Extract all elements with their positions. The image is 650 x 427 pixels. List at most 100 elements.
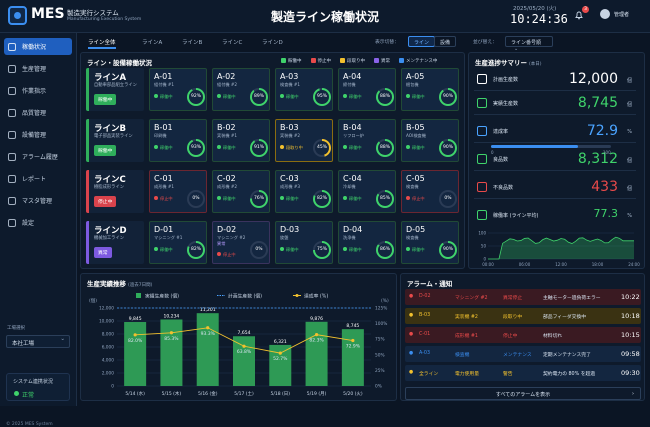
machine-card[interactable]: A-04 締付機 稼働中 88% xyxy=(338,68,396,111)
user-name[interactable]: 管理者 xyxy=(614,12,630,18)
sidebar-item-6[interactable]: アラーム履歴 xyxy=(4,148,72,165)
y-tick-label: 10,000 xyxy=(99,319,114,325)
x-tick-label: 5/17 (土) xyxy=(234,390,254,397)
line-card[interactable]: ラインB 電子部品実装ライン 稼働中 xyxy=(86,119,144,162)
sort-value: ライン番号順 xyxy=(511,40,542,46)
gear-icon xyxy=(8,130,16,139)
bell-icon xyxy=(8,152,16,161)
sidebar-item-9[interactable]: 設定 xyxy=(4,214,72,231)
thumbs-up-icon xyxy=(477,154,487,164)
sidebar-item-1[interactable]: 稼働状況 xyxy=(4,38,72,55)
machine-status: 稼働中 xyxy=(406,145,425,151)
machine-name: 印刷機 xyxy=(154,133,167,138)
machine-card[interactable]: A-02 組付機 #2 稼働中 89% xyxy=(212,68,270,111)
bar-value-label: 10,234 xyxy=(164,313,180,319)
sidebar-item-8[interactable]: マスタ管理 xyxy=(4,192,72,209)
machine-card[interactable]: D-01 マシニング #1 稼働中 82% xyxy=(149,221,207,264)
machine-id: D-04 xyxy=(343,225,363,234)
mini-y-tick: 100 xyxy=(478,231,486,236)
view-all-alarms-button[interactable]: すべてのアラームを表示 › xyxy=(405,387,641,400)
page-title: 製造ライン稼働状況 xyxy=(270,10,379,24)
machine-card[interactable]: C-03 成形機 #3 稼働中 82% xyxy=(275,170,333,213)
alert-icon: ● xyxy=(409,370,414,375)
monitor-icon xyxy=(8,42,16,51)
rate-label: 72.9% xyxy=(346,344,361,350)
alarm-machine-id: B-03 xyxy=(419,313,431,318)
machine-name: 検査機 xyxy=(406,235,419,240)
tab-2[interactable]: ラインA xyxy=(142,40,163,46)
rate-label: 52.7% xyxy=(273,356,288,362)
machine-card[interactable]: B-01 印刷機 稼働中 93% xyxy=(149,119,207,162)
display-line-button[interactable]: ライン xyxy=(408,36,436,47)
sidebar-item-5[interactable]: 設備管理 xyxy=(4,126,72,143)
machine-card[interactable]: C-01 成形機 #1 停止中 0% xyxy=(149,170,207,213)
machine-id: A-05 xyxy=(406,72,425,81)
tab-1[interactable]: ライン全体 xyxy=(88,35,116,49)
machine-name: AOI検査機 xyxy=(406,133,426,138)
summary-label: 不良品数 xyxy=(493,185,514,191)
calendar-icon xyxy=(477,74,487,84)
sidebar-item-7[interactable]: レポート xyxy=(4,170,72,187)
alarm-row[interactable]: ● C-01 成形機 #1 停止中 材料切れ 10:15 xyxy=(405,327,641,343)
machine-id: A-02 xyxy=(217,72,236,81)
tab-4[interactable]: ラインC xyxy=(222,40,243,46)
sidebar-item-3[interactable]: 作業指示 xyxy=(4,82,72,99)
display-equipment-button[interactable]: 設備 xyxy=(434,36,457,47)
utilization-value: 0% xyxy=(252,243,266,257)
machine-card[interactable]: D-03 旋盤 稼働中 75% xyxy=(275,221,333,264)
sidebar-item-2[interactable]: 生産管理 xyxy=(4,60,72,77)
machine-name: 洗浄機 xyxy=(343,235,356,240)
alarm-title: アラーム・通知 xyxy=(407,280,453,288)
factory-select[interactable]: 本社工場 xyxy=(6,335,70,348)
production-trend-chart: 実績生産数 (個) 計画生産数 (個) 達成率 (%) (個) (%) 0 2,000 4,0… xyxy=(89,293,389,398)
y-tick-label: 0 xyxy=(111,384,114,390)
alarm-row[interactable]: ● A-03 検査機 メンテナンス 定期メンテナンス完了 09:58 xyxy=(405,346,641,362)
machine-card[interactable]: A-03 検査機 #1 稼働中 95% xyxy=(275,68,333,111)
machine-name: 検査機 xyxy=(406,184,419,189)
summary-panel: 生産進捗サマリー (本日) 計画生産数 12,000 個実績生産数 8,745 個達成率 7… xyxy=(468,52,645,269)
line-card[interactable]: ラインA 自動車部品組立ライン 稼働中 xyxy=(86,68,144,111)
sidebar-item-4[interactable]: 品質管理 xyxy=(4,104,72,121)
machine-card[interactable]: B-02 実装機 #1 稼働中 91% xyxy=(212,119,270,162)
summary-row: 達成率 72.9% xyxy=(474,120,636,143)
avatar[interactable] xyxy=(600,9,610,19)
machine-card[interactable]: D-02 マシニング #2 異常 停止中 0% xyxy=(212,221,270,264)
alarm-row[interactable]: ● D-02 マシニング #2 異常停止 主軸モーター過負荷エラー 10:22 xyxy=(405,289,641,305)
utilization-ring: 0% xyxy=(439,190,457,208)
machine-card[interactable]: C-05 検査機 停止中 0% xyxy=(401,170,459,213)
alarm-row[interactable]: ● 全ライン 電力使用量 警告 契約電力の 80% を超過 09:30 xyxy=(405,365,641,381)
utilization-value: 88% xyxy=(378,141,392,155)
machine-card[interactable]: B-03 実装機 #2 段取り中 45% xyxy=(275,119,333,162)
tab-5[interactable]: ラインD xyxy=(262,40,283,46)
machine-card[interactable]: A-05 梱包機 稼働中 90% xyxy=(401,68,459,111)
toolbar: ライン全体 ラインA ラインB ラインC ラインD 表示切替： ライン 設備 並び替え：… xyxy=(80,35,645,52)
machine-card[interactable]: B-05 AOI検査機 稼働中 90% xyxy=(401,119,459,162)
alarm-row[interactable]: ● B-03 実装機 #2 段取り中 部品フィーダ交換中 10:18 xyxy=(405,308,641,324)
summary-row: 計画生産数 12,000 個 xyxy=(474,68,636,91)
bell-icon[interactable] xyxy=(574,10,584,20)
bar-value-label: 7,654 xyxy=(238,330,251,336)
machine-card[interactable]: C-02 成形機 #2 稼働中 76% xyxy=(212,170,270,213)
machine-status: 稼働中 xyxy=(217,94,236,100)
y2-tick-label: 0% xyxy=(375,384,382,390)
machine-card[interactable]: C-04 冷却機 稼働中 85% xyxy=(338,170,396,213)
utilization-ring: 93% xyxy=(187,139,205,157)
line-card[interactable]: ラインC 樹脂成形ライン 停止中 xyxy=(86,170,144,213)
sort-select[interactable]: ライン番号順⌄ xyxy=(505,36,553,52)
machine-status: 段取り中 xyxy=(280,145,303,151)
mini-x-tick: 12:00 xyxy=(555,262,567,267)
rate-point xyxy=(278,351,282,355)
machine-card[interactable]: B-04 リフロー炉 稼働中 88% xyxy=(338,119,396,162)
tab-3[interactable]: ラインB xyxy=(182,40,203,46)
line-description: 電子部品実装ライン xyxy=(94,134,133,139)
machine-name: マシニング #2 xyxy=(217,235,246,240)
utilization-ring: 86% xyxy=(376,241,394,259)
machine-card[interactable]: D-04 洗浄機 稼働中 86% xyxy=(338,221,396,264)
machine-card[interactable]: D-05 検査機 稼働中 90% xyxy=(401,221,459,264)
summary-period: (本日) xyxy=(529,62,542,67)
sidebar-item-label: 設備管理 xyxy=(22,132,47,139)
line-card[interactable]: ラインD 機械加工ライン 異常 xyxy=(86,221,144,264)
machine-card[interactable]: A-01 組付機 #1 稼働中 92% xyxy=(149,68,207,111)
utilization-value: 82% xyxy=(315,192,329,206)
utilization-ring: 0% xyxy=(187,190,205,208)
